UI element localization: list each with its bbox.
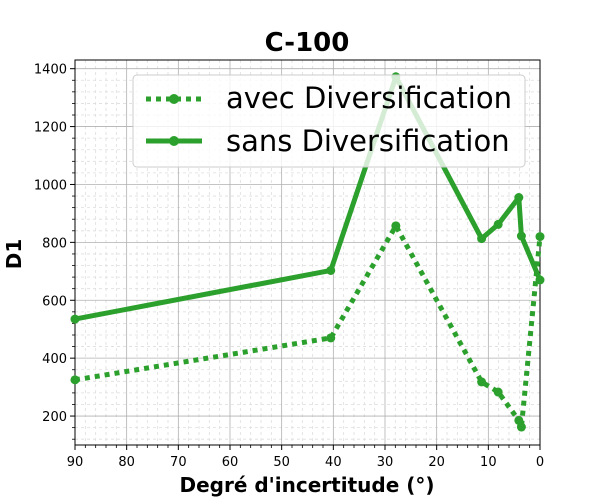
x-tick-label: 20 bbox=[428, 455, 445, 470]
legend-marker-sans bbox=[169, 136, 179, 146]
chart-title: C-100 bbox=[265, 28, 350, 58]
x-tick-label: 10 bbox=[480, 455, 497, 470]
x-tick-label: 60 bbox=[222, 455, 239, 470]
legend-marker-avec bbox=[169, 94, 179, 104]
y-tick-label: 800 bbox=[42, 236, 67, 251]
data-point bbox=[514, 193, 524, 202]
data-point bbox=[70, 375, 80, 385]
series-line bbox=[74, 223, 543, 430]
series-line bbox=[74, 74, 543, 322]
legend-label-sans: sans Diversification bbox=[226, 124, 510, 158]
data-point bbox=[477, 234, 487, 244]
legend-box bbox=[132, 74, 526, 168]
minor-grid bbox=[75, 60, 540, 445]
x-tick-label: 80 bbox=[118, 455, 135, 470]
x-tick-labels: 90 80 70 60 50 40 30 20 10 0 bbox=[67, 455, 544, 470]
x-tick-label: 0 bbox=[536, 455, 544, 470]
y-tick-label: 1200 bbox=[34, 121, 67, 136]
x-tick-label: 30 bbox=[377, 455, 394, 470]
data-point bbox=[70, 314, 80, 324]
data-point bbox=[516, 422, 526, 432]
x-axis-label: Degré d'incertitude (°) bbox=[179, 473, 434, 497]
data-point bbox=[535, 232, 545, 242]
legend: avec Diversification sans Diversificatio… bbox=[132, 74, 526, 168]
data-point bbox=[326, 265, 336, 275]
series-avec-diversification bbox=[70, 221, 545, 432]
legend-label-avec: avec Diversification bbox=[226, 81, 512, 115]
data-point bbox=[477, 377, 487, 387]
y-tick-label: 200 bbox=[42, 410, 67, 425]
x-tick-label: 40 bbox=[325, 455, 342, 470]
data-point bbox=[535, 275, 545, 285]
x-tick-label: 50 bbox=[273, 455, 290, 470]
y-tick-label: 600 bbox=[42, 294, 67, 309]
y-tick-label: 400 bbox=[42, 352, 67, 367]
y-tick-label: 1400 bbox=[34, 63, 67, 78]
x-tick-label: 90 bbox=[67, 455, 84, 470]
data-point bbox=[326, 333, 336, 343]
data-point bbox=[391, 221, 401, 231]
data-point bbox=[516, 231, 526, 241]
data-point bbox=[493, 387, 503, 397]
y-tick-label: 1000 bbox=[34, 178, 67, 193]
x-tick-label: 70 bbox=[170, 455, 187, 470]
data-point bbox=[493, 219, 503, 229]
y-tick-labels: 200 400 600 800 1000 1200 1400 bbox=[34, 63, 67, 425]
y-axis-label: D1 bbox=[2, 239, 26, 270]
